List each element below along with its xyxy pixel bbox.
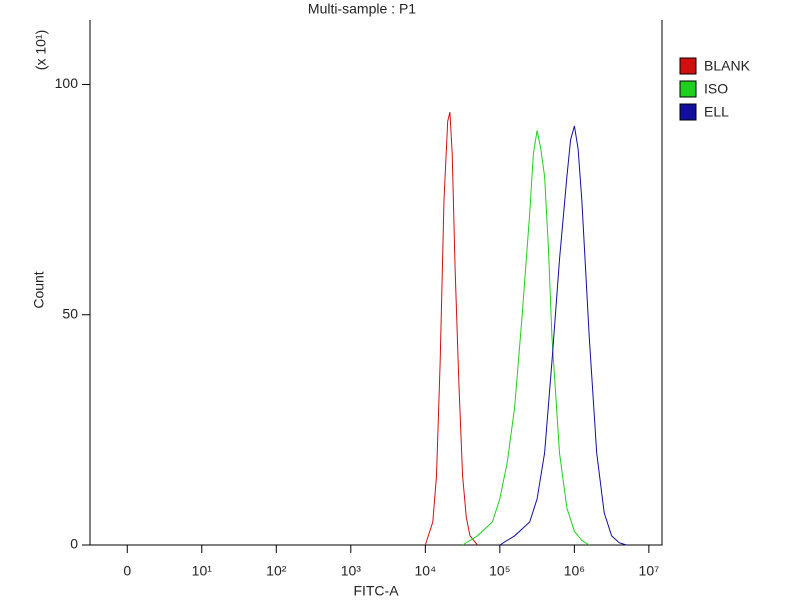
x-tick-label: 10⁵ bbox=[489, 563, 510, 579]
x-tick-label: 10⁷ bbox=[639, 563, 660, 579]
x-tick-label: 10⁴ bbox=[415, 563, 437, 579]
y-tick-label: 50 bbox=[62, 305, 78, 321]
histogram-line bbox=[424, 111, 478, 546]
chart-title: Multi-sample : P1 bbox=[308, 1, 416, 17]
y-tick-label: 100 bbox=[55, 75, 79, 91]
x-tick-label: 10¹ bbox=[192, 563, 213, 579]
legend-swatch bbox=[679, 103, 697, 121]
x-tick-label: 10³ bbox=[341, 563, 362, 579]
legend-label: BLANK bbox=[704, 58, 751, 74]
histogram-line bbox=[499, 125, 627, 546]
legend-swatch bbox=[679, 80, 697, 98]
y-axis-label: Count bbox=[31, 271, 47, 308]
plot-frame bbox=[89, 20, 663, 546]
x-tick-label: 0 bbox=[123, 563, 131, 579]
y-tick-label: 0 bbox=[70, 536, 78, 552]
x-axis-label: FITC-A bbox=[353, 583, 399, 599]
histogram-line bbox=[462, 130, 590, 546]
legend-swatch bbox=[679, 57, 697, 75]
legend-label: ISO bbox=[704, 81, 728, 97]
x-tick-label: 10⁶ bbox=[564, 563, 585, 579]
x-tick-label: 10² bbox=[266, 563, 287, 579]
y-multiplier: (x 10¹) bbox=[33, 30, 49, 70]
legend-label: ELL bbox=[704, 104, 729, 120]
